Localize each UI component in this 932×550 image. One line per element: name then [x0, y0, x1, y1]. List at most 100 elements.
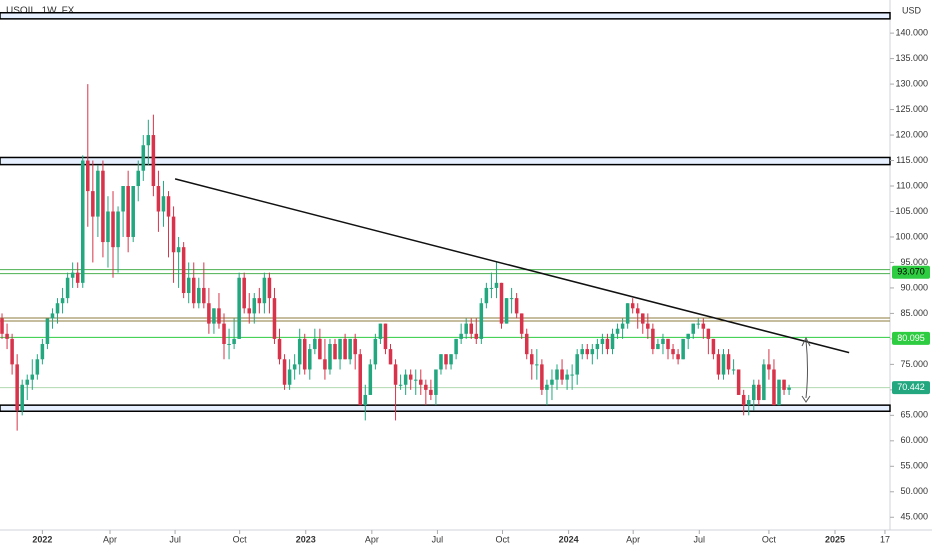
y-tick-label: 110.000: [896, 180, 928, 190]
candle-body: [252, 298, 257, 314]
candle-body: [20, 384, 24, 411]
y-tick-label: 125.000: [895, 104, 928, 114]
candle-body: [166, 196, 171, 217]
candle-body: [358, 354, 363, 406]
candle-body: [575, 354, 579, 375]
price-label: 80.095: [897, 333, 925, 343]
candle-body: [101, 170, 105, 243]
candle-body: [560, 369, 564, 380]
candle-body: [398, 384, 403, 386]
price-label-box: [892, 265, 930, 279]
candle-body: [530, 354, 534, 365]
candle-body: [378, 323, 383, 339]
candle-body: [524, 333, 529, 355]
candle-body: [746, 400, 751, 406]
candle-body: [651, 328, 655, 350]
candle-body: [630, 303, 635, 309]
y-tick-label: 45.000: [900, 512, 928, 522]
candle-body: [469, 323, 474, 334]
x-tick-label: Apr: [626, 534, 640, 544]
candle-body: [459, 333, 463, 339]
candle-body: [671, 349, 675, 355]
candle-body: [762, 364, 766, 401]
candle-body: [484, 287, 489, 304]
y-tick-label: 105.000: [895, 206, 928, 216]
y-tick-label: 85.000: [900, 308, 928, 318]
candle-body: [156, 186, 161, 212]
candle-body: [197, 287, 201, 304]
candle-body: [186, 277, 191, 294]
candle-body: [373, 338, 378, 365]
candle-body: [131, 186, 135, 237]
candle-body: [0, 318, 4, 334]
y-tick-label: 115.000: [896, 155, 928, 165]
candle-body: [116, 211, 120, 248]
y-tick-label: 55.000: [900, 461, 928, 471]
candle-body: [555, 369, 559, 380]
x-tick-label: Apr: [365, 534, 379, 544]
candle-body: [726, 354, 731, 370]
candle-body: [25, 379, 30, 385]
candle-body: [181, 247, 186, 294]
candle-body: [767, 364, 771, 370]
y-axis-label: USD: [902, 5, 922, 15]
candle-body: [338, 338, 342, 360]
candle-body: [787, 387, 791, 390]
candle-body: [232, 338, 236, 344]
candle-body: [292, 364, 297, 370]
x-tick-label: 2024: [559, 534, 579, 544]
candle-body: [141, 145, 146, 171]
x-tick-label: Oct: [762, 534, 777, 544]
candle-body: [635, 308, 640, 314]
candle-body: [60, 298, 65, 304]
zone: [0, 11, 891, 20]
candle-body: [96, 170, 100, 217]
candle-body: [86, 160, 90, 192]
candle-body: [313, 338, 317, 350]
candle-body: [55, 303, 60, 314]
candle-body: [782, 379, 786, 390]
candle-body: [212, 308, 216, 324]
candle-body: [297, 338, 302, 365]
candle-body: [429, 389, 433, 395]
price-label-box: [892, 331, 930, 345]
candle-body: [585, 349, 590, 355]
y-tick-label: 50.000: [900, 486, 928, 496]
candle-body: [91, 191, 95, 217]
candle-body: [595, 343, 600, 350]
candle-body: [126, 186, 130, 237]
candle-body: [464, 323, 468, 334]
x-tick-label: Apr: [103, 534, 117, 544]
candle-body: [121, 186, 125, 212]
candle-body: [676, 354, 680, 360]
candle-body: [711, 338, 716, 355]
candle-body: [171, 216, 176, 253]
y-tick-label: 60.000: [900, 435, 928, 445]
price-label: 93.070: [897, 267, 925, 277]
candle-body: [509, 298, 514, 300]
candle-body: [580, 349, 584, 355]
candle-body: [15, 364, 19, 411]
candle-body: [590, 349, 595, 355]
candle-body: [323, 359, 327, 370]
candle-body: [267, 277, 272, 299]
candle-body: [565, 374, 569, 380]
candle-body: [207, 303, 211, 324]
candle-body: [731, 369, 736, 371]
candle-body: [499, 282, 504, 324]
candle-body: [348, 338, 352, 360]
candle-body: [106, 211, 110, 243]
candle-body: [454, 338, 458, 355]
projection-arrow: [801, 336, 811, 403]
candle-body: [222, 323, 226, 344]
candle-body: [736, 369, 741, 395]
price-label: 70.442: [897, 382, 925, 392]
candle-body: [151, 135, 156, 187]
plot: [0, 11, 891, 431]
candle-body: [646, 323, 650, 329]
y-tick-label: 75.000: [900, 359, 928, 369]
candle-body: [277, 338, 282, 360]
candle-body: [328, 343, 332, 370]
candle-body: [479, 303, 484, 339]
